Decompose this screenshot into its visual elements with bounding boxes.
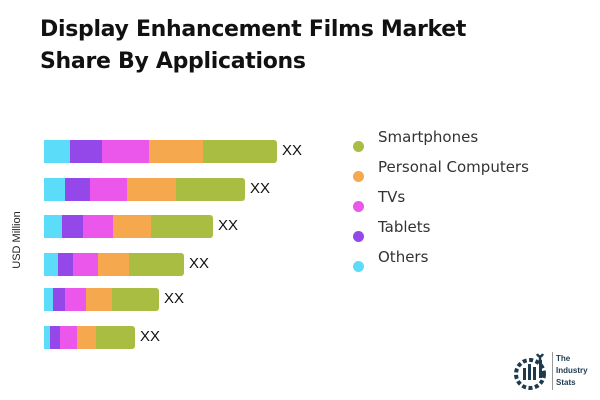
logo-text: The Industry Stats: [556, 353, 588, 389]
bar-value-label: XX: [189, 255, 210, 272]
bar-segment-others: [44, 178, 65, 201]
bar-segment-smartphones: [112, 288, 159, 311]
stacked-bar: [44, 178, 245, 201]
legend-label: Tablets: [378, 218, 431, 236]
bar-value-label: XX: [250, 180, 271, 197]
legend-label: Others: [378, 248, 429, 266]
logo-text-line-3: Stats: [556, 378, 576, 387]
logo-text-line-1: The: [556, 354, 571, 363]
bar-segment-others: [44, 215, 62, 238]
bar-segment-smartphones: [203, 140, 277, 163]
stacked-bar: [44, 253, 184, 276]
bar-segment-smartphones: [151, 215, 213, 238]
bar-segment-tvs: [65, 288, 86, 311]
legend-label: Personal Computers: [378, 158, 529, 176]
bar-segment-tablets: [65, 178, 90, 201]
bar-value-label: XX: [282, 142, 303, 159]
bar-segment-tablets: [58, 253, 73, 276]
bar-segment-tvs: [83, 215, 113, 238]
stacked-bar: [44, 140, 277, 163]
legend-dot-icon: [353, 261, 364, 272]
bar-segment-smartphones: [96, 326, 135, 349]
legend-dot-icon: [353, 171, 364, 182]
the-industry-stats-logo: The Industry Stats: [512, 348, 597, 394]
bar-value-label: XX: [140, 328, 161, 345]
bar-segment-tvs: [73, 253, 98, 276]
bar-segment-tvs: [60, 326, 77, 349]
chart-title-line-2: Share By Applications: [40, 49, 306, 74]
bar-segment-tablets: [70, 140, 102, 163]
bar-segment-smartphones: [176, 178, 245, 201]
y-axis-label-text: USD Million: [11, 211, 23, 269]
bar-segment-others: [44, 140, 70, 163]
bar-segment-personal-computers: [86, 288, 112, 311]
gear-wrench-logo-icon: [514, 353, 546, 390]
legend-dot-icon: [353, 141, 364, 152]
bar-segment-others: [44, 253, 58, 276]
stacked-bar: [44, 288, 159, 311]
bar-segment-personal-computers: [113, 215, 151, 238]
bar-segment-personal-computers: [127, 178, 176, 201]
bar-value-label: XX: [218, 217, 239, 234]
chart-title-line-1: Display Enhancement Films Market: [40, 17, 467, 42]
legend-label: Smartphones: [378, 128, 479, 146]
logo-divider: [552, 352, 553, 390]
bar-segment-personal-computers: [98, 253, 129, 276]
bar-segment-others: [44, 326, 50, 349]
stacked-bar: [44, 326, 135, 349]
legend-dot-icon: [353, 231, 364, 242]
bar-segment-tvs: [90, 178, 127, 201]
chart-title: Display Enhancement Films Market Share B…: [40, 14, 560, 78]
bar-segment-personal-computers: [149, 140, 203, 163]
bar-segment-personal-computers: [77, 326, 96, 349]
y-axis-label: USD Million: [2, 195, 32, 285]
bar-segment-tablets: [53, 288, 65, 311]
stacked-bar: [44, 215, 213, 238]
legend-label: TVs: [378, 188, 406, 206]
bar-segment-tvs: [102, 140, 149, 163]
bar-segment-smartphones: [129, 253, 184, 276]
bar-segment-tablets: [62, 215, 83, 238]
bar-segment-tablets: [50, 326, 60, 349]
bar-value-label: XX: [164, 290, 185, 307]
logo-text-line-2: Industry: [556, 366, 588, 375]
bar-segment-others: [44, 288, 53, 311]
legend-dot-icon: [353, 201, 364, 212]
